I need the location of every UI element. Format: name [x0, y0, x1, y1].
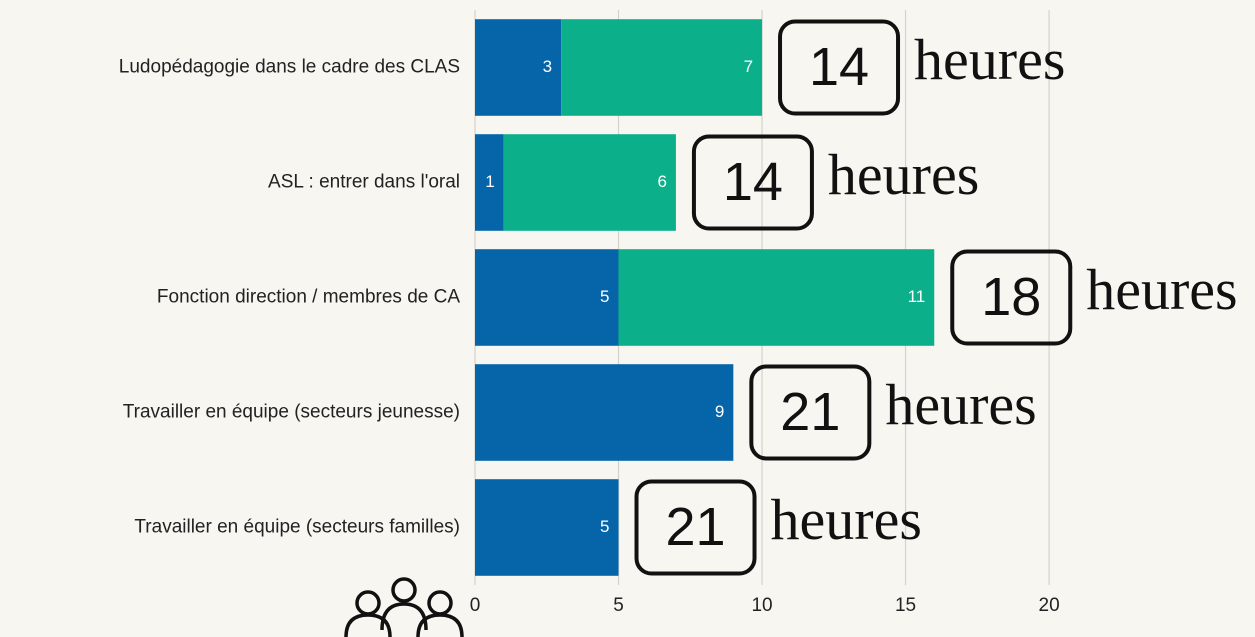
hours-box [749, 364, 872, 461]
hours-value: 18 [981, 267, 1041, 327]
bar-segment [475, 19, 562, 116]
x-tick-label: 10 [751, 595, 772, 616]
hours-unit: heures [885, 372, 1036, 437]
x-tick-label: 15 [895, 595, 916, 616]
bar-segment [475, 134, 504, 231]
category-label: Fonction direction / membres de CA [157, 287, 460, 308]
hours-value: 21 [780, 382, 840, 442]
hours-value: 14 [723, 152, 783, 212]
hours-unit: heures [1086, 257, 1237, 322]
value-label: 9 [715, 402, 724, 421]
value-label: 7 [744, 57, 753, 76]
hours-unit: heures [828, 142, 979, 207]
category-label: Ludopédagogie dans le cadre des CLAS [119, 57, 460, 78]
x-tick-label: 20 [1039, 595, 1060, 616]
category-label: Travailler en équipe (secteurs jeunesse) [123, 402, 460, 423]
x-tick-label: 0 [470, 595, 481, 616]
category-label: Travailler en équipe (secteurs familles) [134, 517, 460, 538]
value-label: 1 [485, 172, 494, 191]
value-label: 5 [600, 517, 609, 536]
bar-segment [561, 19, 763, 116]
hours-box [634, 479, 757, 576]
value-label: 6 [657, 172, 666, 191]
people-icon [344, 577, 464, 637]
hours-box [778, 19, 901, 116]
value-label: 3 [543, 57, 552, 76]
hours-box [691, 134, 814, 231]
bar-segment [503, 134, 676, 231]
bar-segment [475, 479, 619, 576]
hours-unit: heures [771, 487, 922, 552]
value-label: 11 [908, 287, 926, 306]
bar-segment [475, 249, 619, 346]
bar-segment [618, 249, 935, 346]
hours-value: 21 [665, 497, 725, 557]
value-label: 5 [600, 287, 609, 306]
x-tick-label: 5 [613, 595, 624, 616]
category-label: ASL : entrer dans l'oral [268, 172, 460, 193]
bar-segment [475, 364, 734, 461]
hours-box [950, 249, 1073, 346]
hours-unit: heures [914, 27, 1065, 92]
hours-value: 14 [809, 37, 869, 97]
